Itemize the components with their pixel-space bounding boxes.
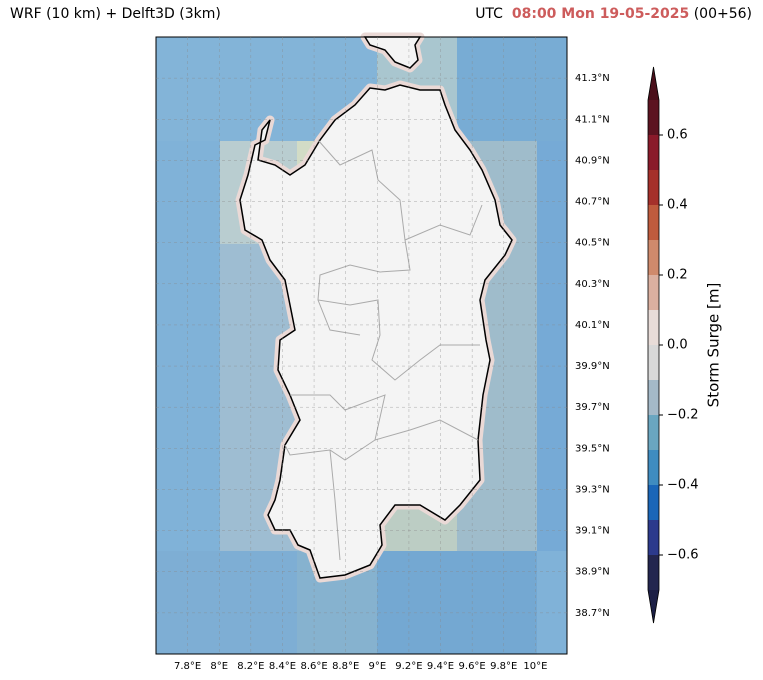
x-tick-label: 9.2°E xyxy=(395,661,422,672)
y-tick-label: 40.3°N xyxy=(575,279,610,290)
x-tick-label: 8.2°E xyxy=(237,661,264,672)
colorbar-segment xyxy=(648,240,659,275)
colorbar-tick-label: 0.4 xyxy=(667,198,688,213)
colorbar-segment xyxy=(648,345,659,380)
colorbar-segment xyxy=(648,485,659,520)
x-tick-label: 8.4°E xyxy=(269,661,296,672)
colorbar-segment xyxy=(648,310,659,345)
colorbar-outline xyxy=(647,66,660,624)
x-tick-label: 7.8°E xyxy=(174,661,201,672)
utc-label: UTC xyxy=(475,6,503,22)
time-header: UTC 08:00 Mon 19-05-2025 (00+56) xyxy=(475,6,752,22)
land xyxy=(239,36,513,579)
lead-time: (00+56) xyxy=(693,6,752,22)
y-tick-label: 39.3°N xyxy=(575,484,610,495)
y-tick-label: 41.3°N xyxy=(575,73,610,84)
map-frame xyxy=(155,36,568,655)
y-tick-label: 41.1°N xyxy=(575,114,610,125)
x-tick-label: 9°E xyxy=(368,661,386,672)
provinces xyxy=(284,139,483,561)
y-tick-label: 40.9°N xyxy=(575,155,610,166)
x-tick-label: 8°E xyxy=(210,661,228,672)
colorbar-tick-label: −0.2 xyxy=(667,408,699,423)
y-tick-label: 40.5°N xyxy=(575,238,610,249)
y-tick-label: 39.9°N xyxy=(575,361,610,372)
colorbar-tick-label: −0.4 xyxy=(667,478,699,493)
y-tick-label: 40.7°N xyxy=(575,197,610,208)
y-tick-label: 39.1°N xyxy=(575,526,610,537)
colorbar-segment xyxy=(648,520,659,555)
x-tick-label: 8.8°E xyxy=(332,661,359,672)
colorbar-segment xyxy=(648,135,659,170)
colorbar-segment xyxy=(648,205,659,240)
title: WRF (10 km) + Delft3D (3km) xyxy=(10,6,221,22)
colorbar-tick-label: −0.6 xyxy=(667,548,699,563)
x-tick-label: 8.6°E xyxy=(300,661,327,672)
colorbar-extend-low xyxy=(648,590,659,623)
colorbar-tick-label: 0.0 xyxy=(667,338,688,353)
colorbar-tick-label: 0.6 xyxy=(667,128,688,143)
colorbar-segment xyxy=(648,380,659,415)
y-tick-label: 38.7°N xyxy=(575,608,610,619)
colorbar-segment xyxy=(648,275,659,310)
y-tick-label: 39.5°N xyxy=(575,443,610,454)
colorbar-segment xyxy=(648,415,659,450)
colorbar-tick-label: 0.2 xyxy=(667,268,688,283)
x-tick-label: 9.6°E xyxy=(459,661,486,672)
y-tick-label: 38.9°N xyxy=(575,567,610,578)
colorbar-label: Storm Surge [m] xyxy=(705,283,723,408)
colorbar-extend-high xyxy=(648,67,659,100)
colorbar-segment xyxy=(648,170,659,205)
colorbar-segment xyxy=(648,100,659,135)
colorbar-segment xyxy=(648,555,659,590)
y-tick-label: 39.7°N xyxy=(575,402,610,413)
valid-time: 08:00 Mon 19-05-2025 xyxy=(511,6,690,22)
x-tick-label: 9.4°E xyxy=(427,661,454,672)
x-tick-label: 9.8°E xyxy=(490,661,517,672)
y-tick-label: 40.1°N xyxy=(575,320,610,331)
x-tick-label: 10°E xyxy=(523,661,547,672)
colorbar-segment xyxy=(648,450,659,485)
